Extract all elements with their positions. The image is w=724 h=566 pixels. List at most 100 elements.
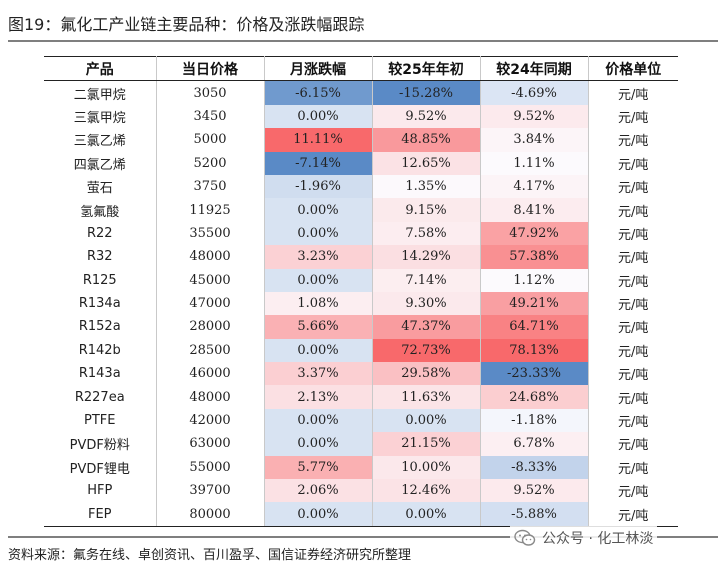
cell-mom: 0.00% (264, 104, 373, 129)
cell-yoy: 1.12% (480, 268, 589, 292)
cell-product: FEP (44, 502, 157, 527)
cell-unit: 元/吨 (588, 502, 678, 527)
figure-title: 图19：氟化工产业链主要品种：价格及涨跌幅跟踪 (8, 6, 718, 42)
cell-mom: 3.37% (264, 362, 373, 386)
cell-yoy: 6.78% (480, 432, 589, 456)
cell-mom: 11.11% (264, 128, 373, 152)
cell-yoy: -5.88% (480, 502, 589, 527)
cell-price: 3750 (156, 174, 265, 199)
table-row: HFP 39700 2.06% 12.46% 9.52% 元/吨 (44, 479, 678, 503)
cell-yoy: 24.68% (480, 385, 589, 409)
cell-yoy: 47.92% (480, 221, 589, 246)
cell-ytd: 14.29% (372, 245, 481, 269)
cell-unit: 元/吨 (618, 157, 649, 173)
table-row: 四氯乙烯 5200 -7.14% 12.65% 1.11% 元/吨 (44, 151, 678, 175)
cell-unit: 元/吨 (618, 87, 649, 103)
header-ytd: 较25年年初 (372, 55, 481, 82)
cell-product: 二氯甲烷 (44, 80, 157, 105)
cell-price: 11925 (156, 198, 265, 222)
cell-product: R143a (44, 362, 157, 386)
table-row: R125 45000 0.00% 7.14% 1.12% 元/吨 (44, 268, 678, 292)
cell-mom: 5.66% (264, 315, 373, 339)
table-row: FEP 80000 0.00% 0.00% -5.88% 元/吨 (44, 502, 678, 527)
cell-ytd: 1.35% (372, 174, 481, 199)
table-body: 二氯甲烷 3050 -6.15% -15.28% -4.69% 元/吨 三氯甲烷 3450 0.… (44, 80, 678, 527)
cell-product: R152a (44, 315, 157, 339)
cell-product: 三氯甲烷 (44, 104, 157, 129)
cell-mom: -1.96% (264, 174, 373, 199)
cell-ytd: 7.58% (372, 221, 481, 246)
cell-price: 48000 (156, 245, 265, 269)
cell-mom: 2.06% (264, 479, 373, 503)
cell-price: 63000 (156, 432, 265, 456)
cell-ytd: 47.37% (372, 315, 481, 339)
table-row: 二氯甲烷 3050 -6.15% -15.28% -4.69% 元/吨 (44, 80, 678, 105)
cell-yoy: -4.69% (480, 80, 589, 105)
cell-yoy: 49.21% (480, 291, 589, 316)
cell-unit: 元/吨 (618, 204, 649, 220)
cell-yoy: 9.52% (480, 479, 589, 503)
cell-unit: 元/吨 (618, 274, 649, 290)
cell-yoy: -23.33% (480, 362, 589, 386)
cell-ytd: 29.58% (372, 362, 481, 386)
cell-yoy: 3.84% (480, 128, 589, 152)
cell-unit: 元/吨 (618, 485, 649, 501)
table-row: R152a 28000 5.66% 47.37% 64.71% 元/吨 (44, 315, 678, 339)
cell-mom: 2.13% (264, 385, 373, 409)
cell-mom: -7.14% (264, 151, 373, 175)
table-row: PVDF锂电 55000 5.77% 10.00% -8.33% 元/吨 (44, 455, 678, 480)
cell-unit: 元/吨 (618, 251, 649, 267)
price-table: 产品 当日价格 月涨跌幅 较25年年初 较24年同期 价格单位 二氯甲烷 3050… (44, 55, 678, 527)
cell-ytd: 0.00% (372, 502, 481, 527)
cell-ytd: 12.46% (372, 479, 481, 503)
cell-price: 28000 (156, 315, 265, 339)
header-mom: 月涨跌幅 (264, 55, 373, 82)
cell-unit: 元/吨 (618, 298, 649, 314)
cell-product: PTFE (44, 408, 157, 433)
cell-yoy: 8.41% (480, 198, 589, 222)
cell-ytd: 12.65% (372, 151, 481, 175)
cell-mom: 0.00% (264, 268, 373, 292)
cell-price: 3050 (156, 80, 265, 105)
cell-mom: 5.77% (264, 455, 373, 480)
cell-price: 35500 (156, 221, 265, 246)
cell-unit: 元/吨 (618, 321, 649, 337)
cell-price: 39700 (156, 479, 265, 503)
table-row: R143a 46000 3.37% 29.58% -23.33% 元/吨 (44, 362, 678, 386)
header-yoy: 较24年同期 (480, 55, 589, 82)
cell-mom: 1.08% (264, 291, 373, 316)
cell-ytd: 9.52% (372, 104, 481, 129)
price-table-container: 产品 当日价格 月涨跌幅 较25年年初 较24年同期 价格单位 二氯甲烷 3050… (44, 55, 678, 527)
table-row: PTFE 42000 0.00% 0.00% -1.18% 元/吨 (44, 408, 678, 433)
table-row: R32 48000 3.23% 14.29% 57.38% 元/吨 (44, 245, 678, 269)
table-row: R22 35500 0.00% 7.58% 47.92% 元/吨 (44, 221, 678, 246)
table-row: PVDF粉料 63000 0.00% 21.15% 6.78% 元/吨 (44, 432, 678, 456)
cell-ytd: 7.14% (372, 268, 481, 292)
cell-mom: 0.00% (264, 408, 373, 433)
cell-ytd: 72.73% (372, 338, 481, 363)
cell-price: 55000 (156, 455, 265, 480)
table-row: R227ea 48000 2.13% 11.63% 24.68% 元/吨 (44, 385, 678, 409)
cell-ytd: 0.00% (372, 408, 481, 433)
cell-product: R142b (44, 338, 157, 363)
watermark-text: 公众号 · 化工林淡 (542, 531, 654, 547)
cell-mom: 0.00% (264, 502, 373, 527)
cell-ytd: 9.30% (372, 291, 481, 316)
table-row: R134a 47000 1.08% 9.30% 49.21% 元/吨 (44, 291, 678, 316)
cell-ytd: 21.15% (372, 432, 481, 456)
table-row: 三氯甲烷 3450 0.00% 9.52% 9.52% 元/吨 (44, 104, 678, 129)
cell-ytd: 10.00% (372, 455, 481, 480)
cell-yoy: 57.38% (480, 245, 589, 269)
cell-product: R22 (44, 221, 157, 246)
cell-unit: 元/吨 (618, 134, 649, 150)
header-product: 产品 (44, 55, 157, 82)
cell-mom: -6.15% (264, 80, 373, 105)
cell-yoy: 4.17% (480, 174, 589, 199)
cell-ytd: 11.63% (372, 385, 481, 409)
cell-unit: 元/吨 (618, 110, 649, 126)
cell-price: 5000 (156, 128, 265, 152)
cell-price: 47000 (156, 291, 265, 316)
table-row: 三氯乙烯 5000 11.11% 48.85% 3.84% 元/吨 (44, 128, 678, 152)
cell-price: 42000 (156, 408, 265, 433)
cell-yoy: -1.18% (480, 408, 589, 433)
